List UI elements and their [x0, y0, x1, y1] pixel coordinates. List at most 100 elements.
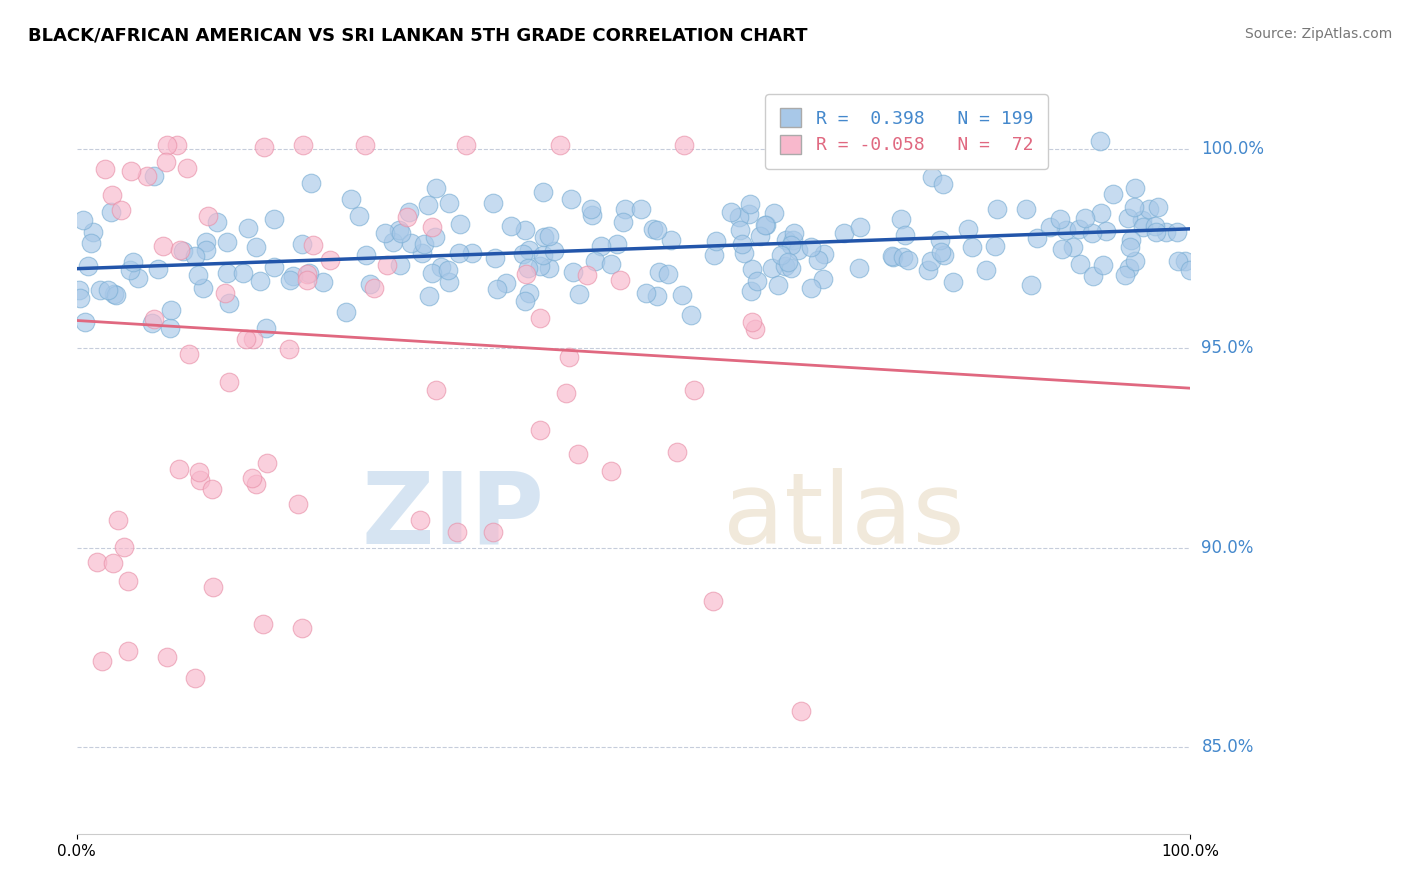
- Point: [297, 268, 319, 282]
- Point: [1144, 219, 1167, 234]
- Point: [214, 286, 236, 301]
- Point: [238, 221, 260, 235]
- Point: [218, 296, 240, 310]
- Point: [531, 248, 554, 262]
- Point: [780, 238, 803, 252]
- Point: [531, 185, 554, 199]
- Point: [91, 654, 114, 668]
- Point: [612, 215, 634, 229]
- Point: [1088, 134, 1111, 148]
- Point: [354, 138, 377, 153]
- Legend: R =  0.398   N = 199, R = -0.058   N =  72: R = 0.398 N = 199, R = -0.058 N = 72: [765, 94, 1047, 169]
- Point: [1167, 254, 1189, 268]
- Point: [439, 196, 461, 211]
- Point: [418, 198, 440, 212]
- Point: [529, 423, 551, 437]
- Point: [1069, 257, 1091, 271]
- Point: [295, 273, 318, 287]
- Point: [1019, 278, 1042, 293]
- Point: [425, 230, 447, 244]
- Point: [1137, 202, 1160, 216]
- Point: [1174, 254, 1197, 268]
- Point: [217, 266, 239, 280]
- Point: [374, 226, 396, 240]
- Point: [782, 226, 804, 240]
- Point: [1123, 253, 1146, 268]
- Point: [110, 203, 132, 218]
- Point: [169, 462, 191, 476]
- Point: [201, 580, 224, 594]
- Point: [422, 266, 444, 280]
- Point: [388, 258, 411, 272]
- Point: [449, 246, 471, 260]
- Point: [806, 252, 828, 267]
- Point: [1116, 211, 1139, 225]
- Point: [579, 202, 602, 216]
- Point: [928, 233, 950, 247]
- Point: [1132, 213, 1154, 227]
- Point: [512, 247, 534, 261]
- Text: 95.0%: 95.0%: [1202, 339, 1254, 358]
- Point: [780, 260, 803, 275]
- Point: [740, 285, 762, 299]
- Point: [529, 260, 551, 274]
- Point: [112, 540, 135, 554]
- Point: [245, 240, 267, 254]
- Point: [1049, 212, 1071, 227]
- Point: [122, 255, 145, 269]
- Point: [245, 477, 267, 491]
- Point: [291, 236, 314, 251]
- Point: [645, 288, 668, 302]
- Point: [413, 237, 436, 252]
- Point: [1080, 226, 1102, 240]
- Point: [278, 273, 301, 287]
- Point: [101, 188, 124, 202]
- Point: [218, 375, 240, 389]
- Point: [430, 260, 453, 275]
- Point: [1132, 220, 1154, 235]
- Point: [156, 138, 179, 153]
- Point: [737, 207, 759, 221]
- Point: [100, 205, 122, 219]
- Point: [1166, 225, 1188, 239]
- Point: [69, 291, 91, 305]
- Point: [893, 228, 915, 243]
- Point: [1178, 263, 1201, 277]
- Point: [388, 223, 411, 237]
- Point: [311, 275, 333, 289]
- Point: [420, 220, 443, 235]
- Point: [1144, 225, 1167, 239]
- Point: [986, 202, 1008, 216]
- Point: [437, 263, 460, 277]
- Point: [728, 210, 751, 224]
- Point: [609, 273, 631, 287]
- Point: [789, 704, 811, 718]
- Point: [984, 238, 1007, 252]
- Point: [335, 305, 357, 319]
- Point: [89, 283, 111, 297]
- Text: 100.0%: 100.0%: [1202, 140, 1264, 158]
- Point: [517, 261, 540, 276]
- Point: [581, 208, 603, 222]
- Point: [80, 235, 103, 250]
- Point: [800, 281, 823, 295]
- Point: [263, 260, 285, 274]
- Point: [363, 281, 385, 295]
- Point: [567, 447, 589, 461]
- Point: [195, 243, 218, 257]
- Text: 90.0%: 90.0%: [1202, 539, 1254, 557]
- Point: [630, 202, 652, 216]
- Point: [86, 555, 108, 569]
- Point: [728, 222, 751, 236]
- Point: [249, 274, 271, 288]
- Point: [749, 228, 772, 243]
- Point: [97, 283, 120, 297]
- Point: [1038, 220, 1060, 235]
- Point: [519, 243, 541, 257]
- Point: [94, 162, 117, 177]
- Point: [645, 223, 668, 237]
- Point: [104, 287, 127, 301]
- Point: [741, 315, 763, 329]
- Point: [411, 245, 433, 260]
- Point: [515, 293, 537, 308]
